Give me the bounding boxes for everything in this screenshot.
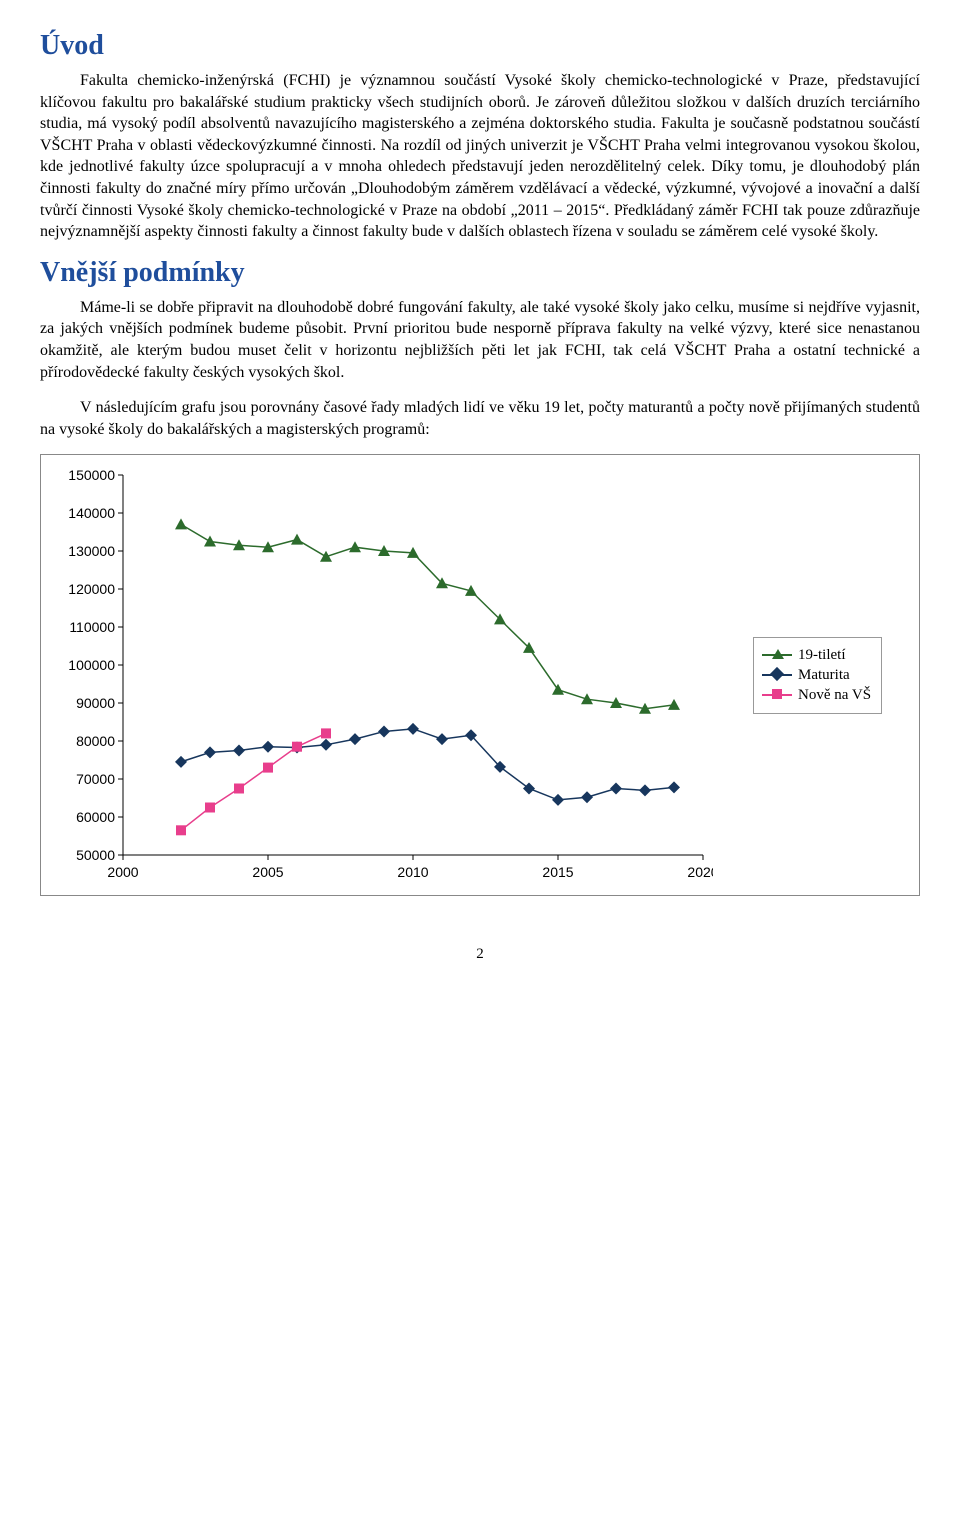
legend-label-nove: Nově na VŠ (798, 687, 871, 704)
svg-text:150000: 150000 (68, 467, 115, 483)
page-number: 2 (40, 946, 920, 963)
conditions-paragraph-1: Máme-li se dobře připravit na dlouhodobě… (40, 297, 920, 383)
svg-text:100000: 100000 (68, 657, 115, 673)
svg-text:140000: 140000 (68, 505, 115, 521)
heading-conditions: Vnější podmínky (40, 257, 920, 289)
legend-item-nove: Nově na VŠ (762, 687, 871, 704)
heading-intro: Úvod (40, 30, 920, 62)
chart-legend: 19-tiletí Maturita Nově na VŠ (753, 637, 882, 714)
svg-text:2010: 2010 (397, 864, 428, 880)
legend-item-maturita: Maturita (762, 667, 871, 684)
svg-text:80000: 80000 (76, 733, 115, 749)
svg-text:90000: 90000 (76, 695, 115, 711)
conditions-paragraph-2: V následujícím grafu jsou porovnány časo… (40, 397, 920, 440)
svg-text:70000: 70000 (76, 771, 115, 787)
legend-item-19: 19-tiletí (762, 647, 871, 664)
timeseries-chart: 50000 60000 70000 80000 90000 100000 110000 120… (53, 465, 713, 885)
legend-label-19: 19-tiletí (798, 647, 846, 664)
svg-text:2015: 2015 (542, 864, 573, 880)
svg-text:60000: 60000 (76, 809, 115, 825)
svg-text:2020: 2020 (687, 864, 713, 880)
svg-text:110000: 110000 (69, 619, 115, 635)
svg-text:2000: 2000 (107, 864, 138, 880)
intro-paragraph: Fakulta chemicko-inženýrská (FCHI) je vý… (40, 70, 920, 243)
svg-text:2005: 2005 (252, 864, 283, 880)
svg-text:50000: 50000 (76, 847, 115, 863)
legend-label-maturita: Maturita (798, 667, 850, 684)
chart-container: 50000 60000 70000 80000 90000 100000 110000 120… (40, 454, 920, 896)
svg-text:130000: 130000 (68, 543, 115, 559)
svg-text:120000: 120000 (68, 581, 115, 597)
